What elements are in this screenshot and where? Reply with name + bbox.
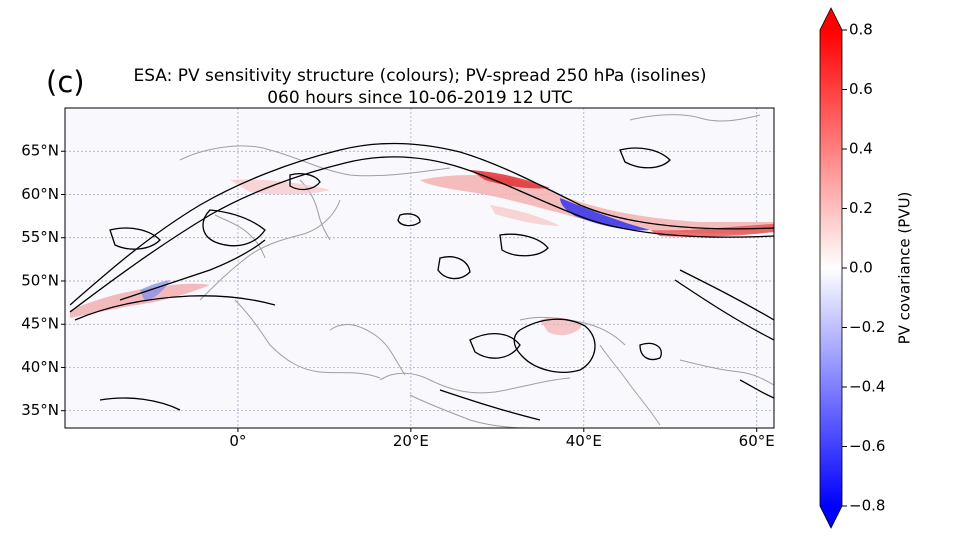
lon-tick-label: 20°E <box>393 432 429 450</box>
longitude-axis: 0° 20°E 40°E 60°E <box>229 428 775 450</box>
lon-tick-label: 40°E <box>566 432 602 450</box>
lat-tick-label: 60°N <box>21 185 59 203</box>
lat-tick-label: 55°N <box>21 228 59 246</box>
gridlines <box>65 108 774 428</box>
map-frame <box>64 107 775 429</box>
colorbar-tick-label: −0.4 <box>849 378 885 396</box>
colorbar-tick-label: 0.2 <box>849 199 873 217</box>
colorbar-tick-label: 0.8 <box>849 21 873 39</box>
lon-tick-label: 0° <box>229 432 246 450</box>
colorbar-tick-label: 0.0 <box>849 259 873 277</box>
colorbar-gradient <box>820 30 842 506</box>
lat-tick-label: 40°N <box>21 358 59 376</box>
lat-tick-label: 45°N <box>21 315 59 333</box>
map-title: ESA: PV sensitivity structure (colours);… <box>133 66 707 86</box>
colorbar: 0.8 0.6 0.4 0.2 0.0 −0.2 −0.4 −0.6 −0.8 PV covar… <box>819 7 914 529</box>
map-content <box>65 108 774 428</box>
pv-spread-isolines <box>69 142 774 421</box>
lat-tick-label: 50°N <box>21 271 59 289</box>
colorbar-ticks: 0.8 0.6 0.4 0.2 0.0 −0.2 −0.4 −0.6 −0.8 <box>842 21 885 515</box>
coastlines <box>179 114 774 428</box>
colorbar-extend-min <box>820 506 842 528</box>
colorbar-tick-label: −0.8 <box>849 497 885 515</box>
lat-tick-label: 35°N <box>21 401 59 419</box>
map-background <box>65 108 774 428</box>
colorbar-label: PV covariance (PVU) <box>896 192 914 345</box>
colorbar-extend-max <box>820 8 842 30</box>
colorbar-tick-label: 0.6 <box>849 80 873 98</box>
lat-tick-label: 65°N <box>21 142 59 160</box>
panel-label: (c) <box>46 65 85 99</box>
lon-tick-label: 60°E <box>739 432 775 450</box>
colorbar-tick-label: −0.2 <box>849 318 885 336</box>
map-subtitle: 060 hours since 10-06-2019 12 UTC <box>267 88 573 108</box>
colorbar-tick-label: 0.4 <box>849 140 873 158</box>
colorbar-tick-label: −0.6 <box>849 437 885 455</box>
latitude-axis: 65°N 60°N 55°N 50°N 45°N 40°N 35°N <box>21 142 65 419</box>
